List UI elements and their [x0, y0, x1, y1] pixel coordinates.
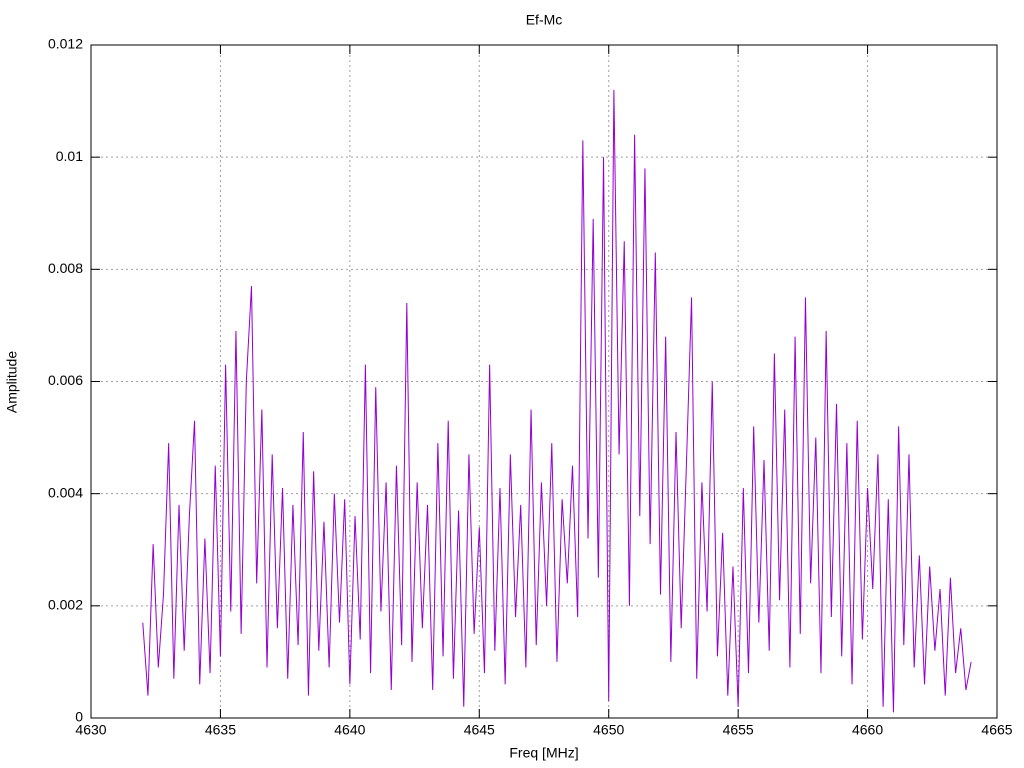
- x-tick-label: 4665: [981, 722, 1012, 738]
- x-tick-label: 4640: [334, 722, 365, 738]
- x-tick-label: 4635: [205, 722, 236, 738]
- x-tick-label: 4650: [593, 722, 624, 738]
- chart-title: Ef-Mc: [526, 12, 563, 28]
- y-axis-label: Amplitude: [4, 351, 20, 413]
- data-line: [142, 89, 972, 713]
- x-tick-label: 4660: [852, 722, 883, 738]
- y-tick-label: 0.01: [56, 148, 83, 164]
- x-axis-label: Freq [MHz]: [509, 745, 578, 761]
- y-tick-label: 0.002: [48, 597, 83, 613]
- y-tick-label: 0.004: [48, 484, 83, 500]
- x-tick-label: 4645: [464, 722, 495, 738]
- y-tick-label: 0.008: [48, 260, 83, 276]
- plot-border: [90, 44, 998, 719]
- y-tick-label: 0: [75, 709, 83, 725]
- y-tick-label: 0.012: [48, 36, 83, 52]
- x-tick-label: 4630: [75, 722, 106, 738]
- y-tick-label: 0.006: [48, 372, 83, 388]
- x-tick-label: 4655: [723, 722, 754, 738]
